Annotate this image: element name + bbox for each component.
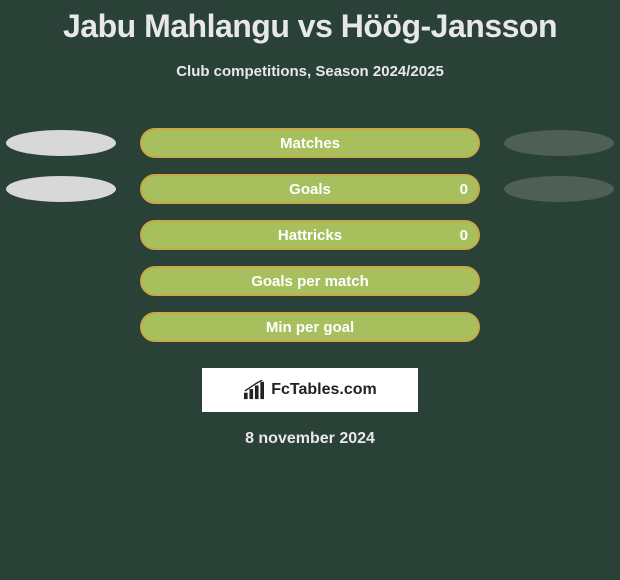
stat-bar: Hattricks 0 [140, 220, 480, 250]
date-label: 8 november 2024 [0, 430, 620, 448]
stat-bar: Goals per match [140, 266, 480, 296]
stat-bar: Min per goal [140, 312, 480, 342]
stat-row: Matches [0, 120, 620, 166]
subtitle: Club competitions, Season 2024/2025 [0, 63, 620, 80]
stat-value: 0 [460, 227, 468, 244]
fctables-chart-icon [243, 380, 265, 400]
right-ellipse [504, 130, 614, 156]
stat-value: 0 [460, 181, 468, 198]
logo-text: FcTables.com [271, 381, 377, 399]
stat-label: Goals [289, 181, 331, 198]
left-ellipse [6, 130, 116, 156]
stat-label: Matches [280, 135, 340, 152]
right-ellipse [504, 176, 614, 202]
stat-row: Hattricks 0 [0, 212, 620, 258]
stat-row: Goals 0 [0, 166, 620, 212]
logo-box: FcTables.com [202, 368, 418, 412]
stat-row: Min per goal [0, 304, 620, 350]
left-ellipse [6, 176, 116, 202]
page-title: Jabu Mahlangu vs Höög-Jansson [0, 0, 620, 45]
stat-label: Min per goal [266, 319, 354, 336]
stat-bar: Matches [140, 128, 480, 158]
stat-label: Goals per match [251, 273, 369, 290]
stat-row: Goals per match [0, 258, 620, 304]
stat-label: Hattricks [278, 227, 342, 244]
comparison-chart: Matches Goals 0 Hattricks 0 Goals per match Mi… [0, 120, 620, 350]
stat-bar: Goals 0 [140, 174, 480, 204]
